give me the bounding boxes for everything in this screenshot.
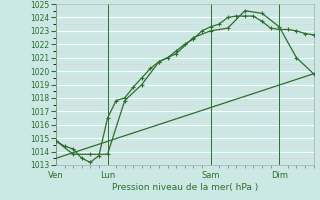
X-axis label: Pression niveau de la mer( hPa ): Pression niveau de la mer( hPa ) — [112, 183, 258, 192]
